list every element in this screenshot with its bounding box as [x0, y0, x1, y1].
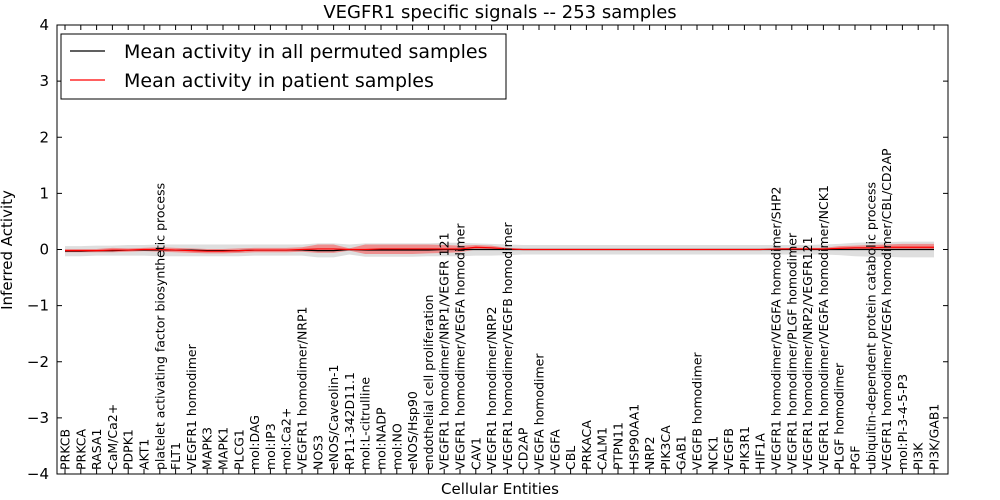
y-tick-label: −1 [27, 297, 49, 315]
x-tick-label: HIF1A [753, 433, 768, 470]
x-tick-label: MAPK3 [200, 427, 215, 470]
x-tick-label: mol:NADP [374, 407, 389, 470]
x-tick-label: platelet activating factor biosynthetic … [152, 183, 167, 470]
x-tick-label: HSP90AA1 [626, 404, 641, 470]
x-tick-label: PIK3R1 [737, 426, 752, 470]
x-tick-label: mol:L-citrulline [358, 377, 373, 470]
x-tick-label: NOS3 [310, 435, 325, 470]
x-tick-label: PRKACA [579, 420, 594, 470]
x-tick-label: VEGFR1 homodimer/VEGFB homodimer [500, 222, 515, 470]
x-tick-label: PLGF homodimer [832, 362, 847, 470]
x-tick-label: VEGFB homodimer [690, 351, 705, 470]
x-tick-label: NCK1 [705, 436, 720, 470]
plot-border [56, 24, 949, 475]
x-tick-label: mol:NO [389, 423, 404, 470]
legend: Mean activity in all permuted samples Me… [60, 33, 507, 100]
x-tick-label: mol:Ca2+ [279, 408, 294, 470]
x-tick-label: GAB1 [674, 435, 689, 470]
x-tick-label: VEGFR1 homodimer/PLGF homodimer [784, 232, 799, 470]
x-tick-label: VEGFA [547, 429, 562, 470]
x-tick-label: PI3K [911, 442, 926, 470]
y-axis: −4 −3 −2 −1 0 1 2 3 4 [27, 16, 948, 483]
x-tick-label: mol:DAG [247, 415, 262, 470]
x-tick-label: VEGFR1 homodimer/NRP1/VEGFR 121 [437, 232, 452, 470]
x-tick-label: CBL [563, 446, 578, 470]
x-tick-label: FLT1 [168, 442, 183, 470]
x-tick-label: mol:IP3 [263, 423, 278, 470]
x-tick-label: RASA1 [89, 429, 104, 470]
y-tick-label: 1 [39, 184, 49, 202]
x-tick-label: NRP2 [642, 436, 657, 470]
x-tick-label: eNOS/Caveolin-1 [326, 365, 341, 470]
x-tick-label: PI3K/GAB1 [927, 404, 942, 470]
x-tick-label: VEGFR1 homodimer/NRP2/VEGFR121 [800, 236, 815, 470]
chart-title: VEGFR1 specific signals -- 253 samples [323, 2, 676, 23]
legend-label-patient: Mean activity in patient samples [124, 70, 434, 92]
x-tick-label: PGF [848, 446, 863, 470]
y-tick-label: 4 [39, 16, 49, 34]
legend-label-permuted: Mean activity in all permuted samples [124, 41, 487, 63]
y-tick-label: 2 [39, 128, 49, 146]
x-tick-label: CAV1 [468, 437, 483, 470]
series-lines [65, 246, 934, 252]
x-tick-label: eNOS/Hsp90 [405, 391, 420, 470]
x-tick-label: VEGFR1 homodimer/VEGFA homodimer/SHP2 [769, 186, 784, 470]
x-axis-title: Cellular Entities [441, 480, 559, 498]
y-tick-label: 3 [39, 72, 49, 90]
x-tick-label: VEGFR1 homodimer/VEGFA homodimer [453, 223, 468, 470]
x-tick-label: MAPK1 [216, 427, 231, 470]
x-tick-label: VEGFA homodimer [532, 353, 547, 470]
x-tick-label: VEGFR1 homodimer/VEGFA homodimer/NCK1 [816, 185, 831, 470]
x-tick-label: CD2AP [516, 427, 531, 470]
x-axis: PRKCB PRKCA RASA1 CaM/Ca2+ PDPK1 AKT1 platelet… [58, 25, 942, 474]
x-tick-label: RP11-342D11.1 [342, 372, 357, 470]
x-tick-label: VEGFR1 homodimer/VEGFA homodimer/CBL/CD2… [879, 148, 894, 470]
y-axis-title: Inferred Activity [0, 190, 16, 310]
y-tick-label: −3 [27, 409, 49, 427]
x-tick-label: PLCG1 [231, 429, 246, 470]
legend-frame [60, 33, 507, 100]
x-tick-label: PRKCB [58, 429, 73, 470]
x-tick-label: VEGFR1 homodimer/NRP2 [484, 307, 499, 470]
series-line-patient [65, 246, 934, 252]
y-tick-label: −4 [27, 465, 49, 483]
x-tick-label: VEGFB [721, 428, 736, 470]
y-tick-label: −2 [27, 353, 49, 371]
x-tick-label: PRKCA [73, 429, 88, 470]
x-tick-label: PIK3CA [658, 425, 673, 470]
x-tick-label: VEGFR1 homodimer/NRP1 [295, 307, 310, 470]
x-tick-label: PDPK1 [121, 429, 136, 470]
x-tick-label: mol:PI-3-4-5-P3 [895, 374, 910, 470]
x-tick-label: CaM/Ca2+ [105, 404, 120, 470]
x-tick-label: AKT1 [137, 439, 152, 470]
y-tick-label: 0 [39, 241, 49, 259]
x-tick-label: endothelial cell proliferation [421, 295, 436, 470]
x-tick-label: VEGFR1 homodimer [184, 343, 199, 470]
x-tick-label: CALM1 [595, 427, 610, 470]
x-tick-label: ubiquitin-dependent protein catabolic pr… [863, 182, 878, 470]
x-tick-label: PTPN11 [611, 422, 626, 470]
